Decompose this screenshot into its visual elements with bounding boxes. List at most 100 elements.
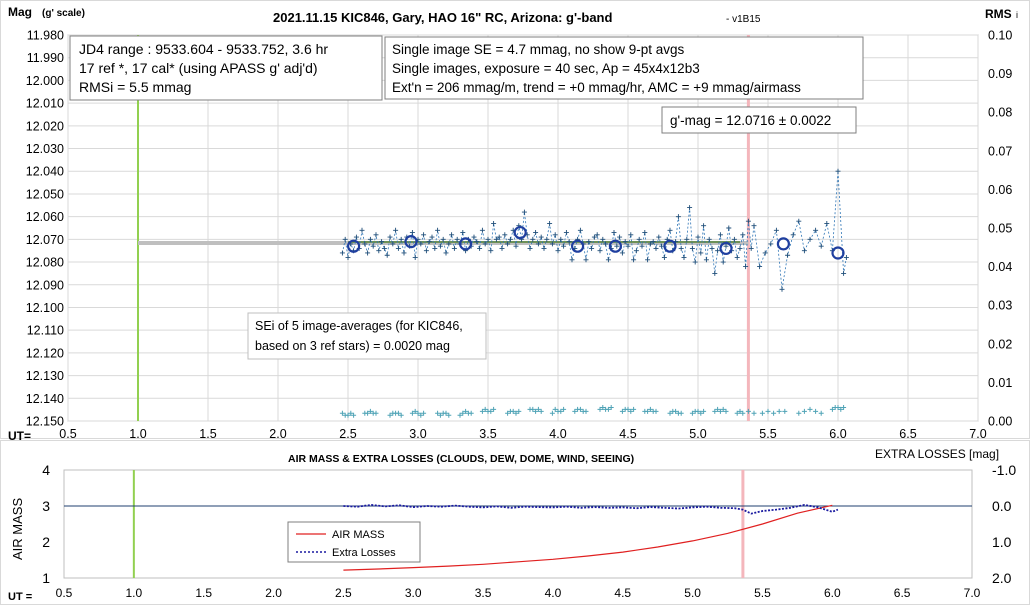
rms-point — [720, 406, 726, 412]
rms-point — [765, 408, 771, 414]
bottom-y2-tick-label: -1.0 — [992, 462, 1016, 478]
top-x-tick-label: 4.5 — [619, 427, 636, 441]
bottom-y-tick-label: 4 — [42, 462, 50, 478]
single-image-point — [589, 245, 595, 251]
average-point — [404, 235, 418, 249]
single-image-point — [712, 270, 718, 276]
rms-point — [561, 406, 567, 412]
rms-point — [807, 406, 813, 412]
bottom-y-tick-label: 1 — [42, 570, 50, 586]
info-line-2: 17 ref *, 17 cal* (using APASS g' adj'd) — [79, 60, 318, 76]
rms-point — [463, 408, 469, 414]
bottom-x-tick-label: 4.5 — [614, 586, 631, 600]
single-image-point — [342, 236, 348, 242]
single-image-point — [460, 230, 466, 236]
info-line-1: JD4 range : 9533.604 - 9533.752, 3.6 hr — [79, 41, 328, 57]
rms-point — [625, 406, 631, 412]
rms-point — [457, 412, 463, 418]
top-x-tick-label: 4.0 — [549, 427, 566, 441]
single-image-point — [398, 236, 404, 242]
average-point — [663, 239, 677, 253]
single-image-point — [393, 227, 399, 233]
single-image-point — [339, 250, 345, 256]
single-image-point — [773, 227, 779, 233]
single-image-point — [779, 286, 785, 292]
single-image-point — [843, 255, 849, 261]
top-y-tick-label: 12.080 — [26, 256, 64, 270]
single-image-point — [726, 225, 732, 231]
single-image-point — [751, 223, 757, 229]
bottom-x-tick-label: 3.0 — [405, 586, 422, 600]
rms-point — [695, 408, 701, 414]
rms-point — [373, 410, 379, 416]
single-image-point — [807, 236, 813, 242]
single-image-point — [446, 241, 452, 247]
singles-trace — [342, 171, 847, 290]
single-image-point — [597, 248, 603, 254]
top-y-tick-label: 12.150 — [26, 415, 64, 429]
bottom-x-tick-label: 4.0 — [545, 586, 562, 600]
rms-point — [415, 410, 421, 416]
rms-point — [759, 410, 765, 416]
top-y-tick-label: 12.050 — [26, 187, 64, 201]
single-image-point — [743, 264, 749, 270]
top-x-tick-label: 1.0 — [129, 427, 146, 441]
top-y-tick-label: 12.060 — [26, 210, 64, 224]
single-image-point — [530, 236, 536, 242]
single-image-point — [703, 257, 709, 263]
single-image-point — [586, 239, 592, 245]
single-image-point — [818, 243, 824, 249]
rms-point — [535, 406, 541, 412]
single-image-point — [692, 259, 698, 265]
rms-point — [367, 408, 373, 414]
single-image-point — [353, 234, 359, 240]
rms-point — [835, 404, 841, 410]
single-image-point — [813, 227, 819, 233]
single-image-point — [491, 220, 497, 226]
single-image-point — [614, 243, 620, 249]
single-image-point — [362, 241, 368, 247]
rms-point — [468, 410, 474, 416]
bottom-x-axis-label: UT = — [8, 591, 32, 603]
rms-point — [460, 410, 466, 416]
single-image-point — [451, 245, 457, 251]
top-x-tick-label: 5.5 — [759, 427, 776, 441]
top-y2-tick-label: 0.03 — [988, 299, 1012, 313]
rms-point — [505, 410, 511, 416]
single-image-point — [477, 245, 483, 251]
single-image-point — [757, 264, 763, 270]
single-image-point — [709, 245, 715, 251]
single-image-point — [583, 257, 589, 263]
bottom-x-tick-label: 6.5 — [894, 586, 911, 600]
single-image-point — [656, 234, 662, 240]
single-image-point — [695, 234, 701, 240]
rms-point — [488, 408, 494, 414]
top-y-tick-label: 12.030 — [26, 142, 64, 156]
bottom-x-tick-label: 1.5 — [195, 586, 212, 600]
single-image-point — [841, 270, 847, 276]
single-image-point — [505, 241, 511, 247]
single-image-point — [471, 234, 477, 240]
bottom-x-tick-label: 7.0 — [964, 586, 981, 600]
top-x-tick-label: 3.5 — [479, 427, 496, 441]
single-image-point — [625, 243, 631, 249]
top-y-tick-label: 12.130 — [26, 369, 64, 383]
single-image-point — [533, 230, 539, 236]
rms-point — [667, 410, 673, 416]
rms-point — [813, 408, 819, 414]
top-y2-tick-label: 0.07 — [988, 144, 1012, 158]
top-left-axis-subtitle: (g' scale) — [42, 8, 85, 19]
rms-point — [572, 408, 578, 414]
rms-point — [829, 406, 835, 412]
rms-point — [398, 412, 404, 418]
sei-line-2: based on 3 ref stars) = 0.0020 mag — [255, 339, 450, 353]
single-image-point — [639, 243, 645, 249]
single-image-point — [647, 241, 653, 247]
bottom-chart-title: AIR MASS & EXTRA LOSSES (CLOUDS, DEW, DO… — [288, 453, 634, 465]
single-image-point — [605, 257, 611, 263]
info-box-exposure: Single image SE = 4.7 mmag, no show 9-pt… — [384, 36, 864, 100]
single-image-point — [650, 239, 656, 245]
single-image-point — [681, 255, 687, 261]
single-image-point — [734, 255, 740, 261]
single-image-point — [482, 241, 488, 247]
